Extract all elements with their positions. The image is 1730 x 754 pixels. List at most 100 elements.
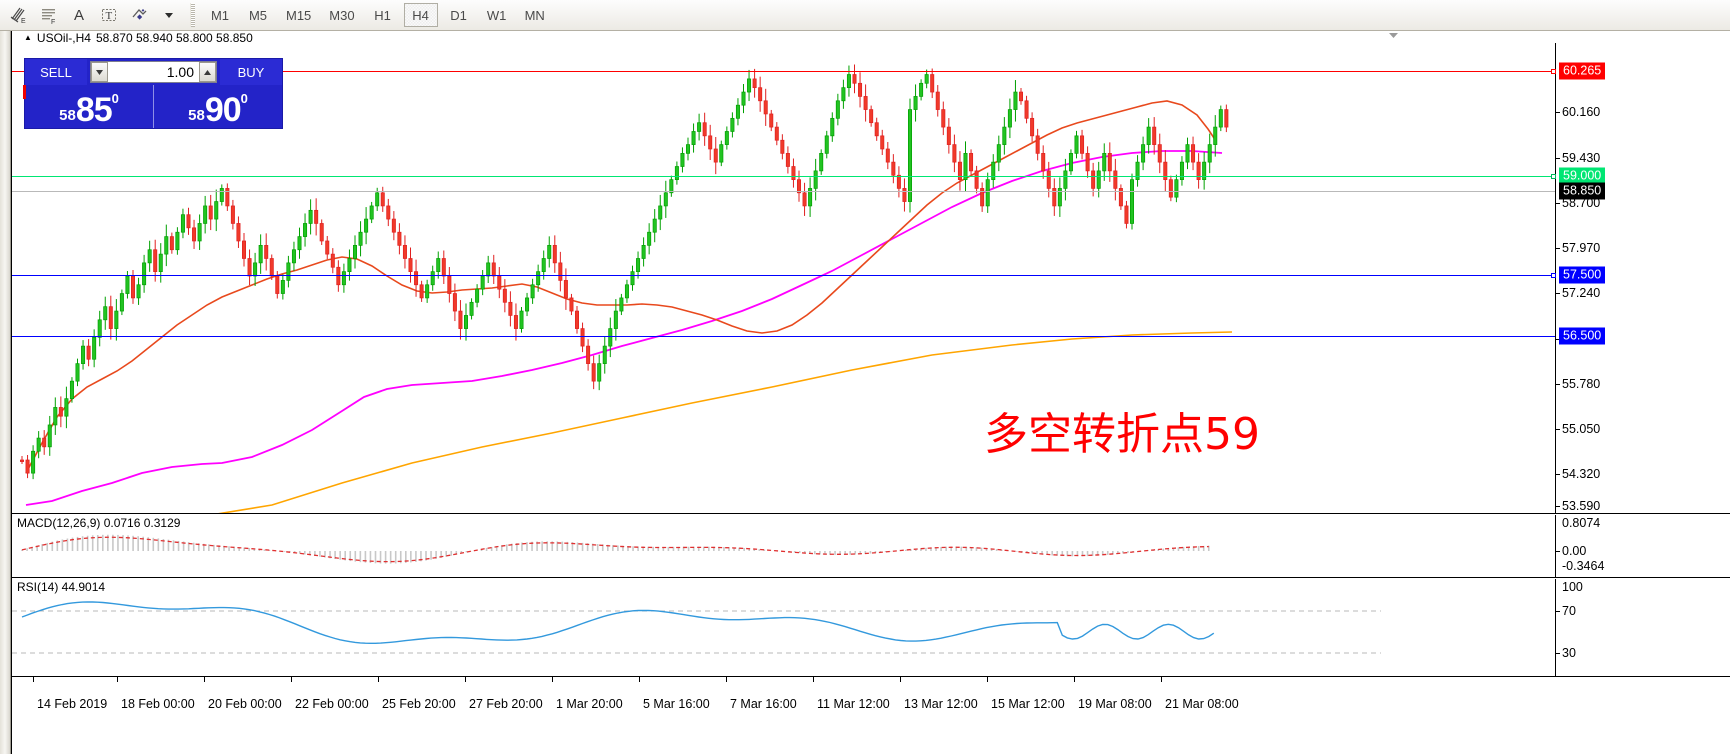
- text-object-icon[interactable]: T: [94, 2, 124, 28]
- macd-tick: -0.3464: [1562, 559, 1605, 573]
- time-tick: [378, 677, 379, 682]
- time-axis-label: 13 Mar 12:00: [904, 697, 978, 711]
- pane-resize-handle-icon[interactable]: [1389, 33, 1398, 38]
- level-tag-support-2[interactable]: 56.500: [1559, 327, 1606, 345]
- macd-tick: 0.8074: [1562, 516, 1601, 530]
- expert-advisors-icon[interactable]: E: [4, 2, 34, 28]
- level-line-resistance[interactable]: [12, 69, 1556, 74]
- macd-plot[interactable]: [12, 515, 1555, 577]
- time-tick: [204, 677, 205, 682]
- buy-button[interactable]: BUY: [220, 59, 282, 85]
- one-click-top-row: SELL 1.00 BUY: [25, 59, 282, 85]
- level-handle[interactable]: [1551, 69, 1556, 74]
- volume-value[interactable]: 1.00: [166, 64, 194, 80]
- price-tick: 57.240: [1562, 286, 1601, 300]
- timeframe-m15[interactable]: M15: [286, 7, 312, 23]
- rsi-tick: 100: [1562, 580, 1583, 594]
- time-axis-label: 11 Mar 12:00: [817, 697, 890, 711]
- level-line-support-1[interactable]: [12, 273, 1556, 278]
- time-tick: [726, 677, 727, 682]
- time-tick: [639, 677, 640, 682]
- price-plot[interactable]: [12, 43, 1555, 513]
- macd-title: MACD(12,26,9) 0.0716 0.3129: [17, 516, 181, 530]
- timeframe-h4[interactable]: H4: [403, 3, 438, 27]
- timeframe-m1[interactable]: M1: [210, 7, 230, 23]
- rsi-tick: 30: [1562, 646, 1576, 660]
- indicators-grid-icon[interactable]: F: [34, 2, 64, 28]
- buy-price-display[interactable]: 58 90 0: [154, 85, 282, 128]
- time-axis-label: 14 Feb 2019: [37, 697, 108, 711]
- rsi-title: RSI(14) 44.9014: [17, 580, 106, 594]
- sell-price-fraction: 0: [111, 91, 119, 106]
- svg-text:T: T: [106, 10, 113, 22]
- rsi-axis[interactable]: 100 70 30: [1555, 579, 1730, 676]
- time-tick: [117, 677, 118, 682]
- time-tick: [465, 677, 466, 682]
- macd-chart-svg: [21, 534, 1210, 564]
- time-axis-label: 22 Feb 00:00: [295, 697, 369, 711]
- rsi-pane[interactable]: RSI(14) 44.9014 100 70 30: [12, 579, 1730, 677]
- svg-text:E: E: [21, 18, 26, 25]
- rsi-plot[interactable]: [12, 579, 1555, 676]
- chart-annotation-text: 多空转折点59: [984, 409, 1260, 460]
- price-pane[interactable]: 60.160 59.430 58.700 57.970 57.240 55.78…: [12, 43, 1730, 514]
- time-axis-label: 15 Mar 12:00: [991, 697, 1065, 711]
- sell-button[interactable]: SELL: [25, 59, 87, 85]
- time-tick: [291, 677, 292, 682]
- crosshair-tools-icon[interactable]: [124, 2, 154, 28]
- symbol-header: ▲ USOil-,H4 58.870 58.940 58.800 58.850: [24, 30, 253, 45]
- price-tick: 58.700: [1562, 196, 1601, 210]
- collapse-triangle-icon[interactable]: ▲: [24, 32, 32, 42]
- price-axis[interactable]: 60.160 59.430 58.700 57.970 57.240 55.78…: [1555, 43, 1730, 513]
- level-line-support-2[interactable]: [12, 336, 1555, 337]
- price-tick: 55.780: [1562, 377, 1601, 391]
- price-tick: 60.160: [1562, 105, 1601, 119]
- timeframe-m30[interactable]: M30: [329, 7, 355, 23]
- time-axis-label: 19 Mar 08:00: [1078, 697, 1152, 711]
- panel-divider: [153, 85, 154, 128]
- volume-increase-button[interactable]: [199, 62, 216, 82]
- time-tick: [813, 677, 814, 682]
- time-tick: [552, 677, 553, 682]
- chevron-down-icon[interactable]: [154, 2, 184, 28]
- time-axis-label: 5 Mar 16:00: [643, 697, 710, 711]
- level-handle[interactable]: [1551, 273, 1556, 278]
- symbol-name: USOil-,H4: [36, 30, 91, 45]
- timeframe-w1[interactable]: W1: [486, 7, 507, 23]
- sell-price-whole: 58: [59, 107, 76, 124]
- volume-decrease-button[interactable]: [91, 62, 108, 82]
- buy-price-whole: 58: [188, 107, 205, 124]
- time-tick: [33, 677, 34, 682]
- timeframe-mn[interactable]: MN: [524, 7, 545, 23]
- time-axis-label: 25 Feb 20:00: [382, 697, 456, 711]
- time-axis-label: 21 Mar 08:00: [1165, 697, 1239, 711]
- sell-price-pips: 85: [75, 91, 113, 129]
- time-axis-label: 1 Mar 20:00: [556, 697, 623, 711]
- level-tag-support-1[interactable]: 57.500: [1559, 266, 1606, 284]
- timeframe-d1[interactable]: D1: [450, 7, 467, 23]
- main-toolbar: E F A T M1 M5 M15 M30 H1 H4 D1 W1 MN: [0, 0, 1730, 31]
- time-tick: [1161, 677, 1162, 682]
- time-tick: [987, 677, 988, 682]
- time-axis-label: 27 Feb 20:00: [469, 697, 543, 711]
- level-line-pivot[interactable]: [12, 174, 1556, 179]
- vertical-scrollbar[interactable]: [0, 31, 11, 754]
- chart-plot-area[interactable]: ▲ USOil-,H4 58.870 58.940 58.800 58.850: [11, 31, 1730, 754]
- macd-axis[interactable]: 0.8074 0.00 -0.3464: [1555, 515, 1730, 577]
- price-chart-svg: [20, 64, 1233, 513]
- one-click-trading-panel[interactable]: SELL 1.00 BUY 58 85: [23, 58, 283, 129]
- text-label-icon[interactable]: A: [73, 6, 84, 24]
- rsi-chart-svg: [12, 601, 1381, 654]
- macd-pane[interactable]: MACD(12,26,9) 0.0716 0.3129 0.8074 0.00 …: [12, 515, 1730, 578]
- time-axis-label: 18 Feb 00:00: [121, 697, 195, 711]
- timeframe-m5[interactable]: M5: [248, 7, 268, 23]
- level-tag-pivot[interactable]: 59.000: [1559, 167, 1606, 185]
- time-axis[interactable]: 14 Feb 2019 18 Feb 00:00 20 Feb 00:00 22 Fe…: [23, 677, 1730, 754]
- level-handle[interactable]: [1551, 174, 1556, 179]
- sell-price-display[interactable]: 58 85 0: [25, 85, 153, 128]
- volume-stepper[interactable]: 1.00: [90, 61, 217, 83]
- level-tag-resistance[interactable]: 60.265: [1559, 62, 1606, 80]
- svg-text:F: F: [51, 19, 55, 25]
- price-tick: 59.430: [1562, 151, 1601, 165]
- timeframe-h1[interactable]: H1: [374, 7, 391, 23]
